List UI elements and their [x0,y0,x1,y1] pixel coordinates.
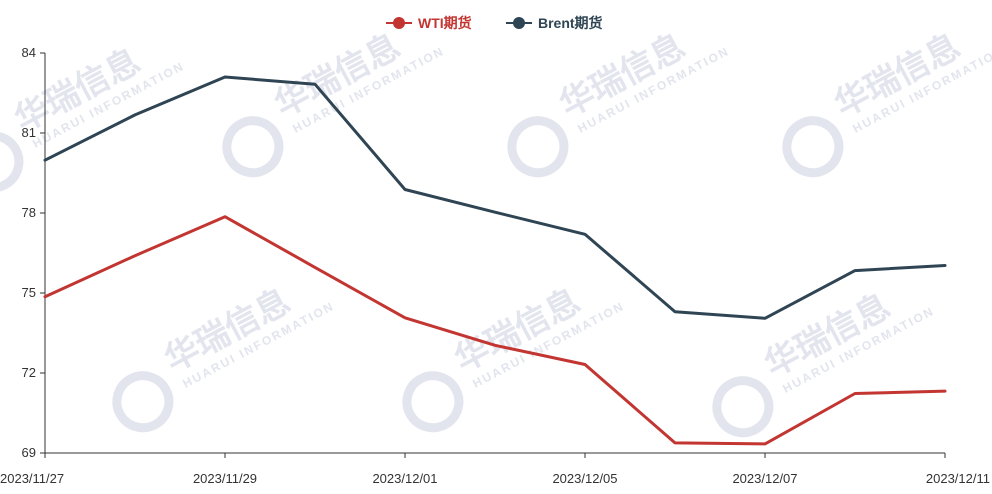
x-tick-label: 2023/11/29 [193,471,257,486]
series-layer [43,75,947,446]
watermark-logo-icon [782,116,844,178]
watermark-logo-icon [402,371,464,433]
y-axis: 69 72 75 78 81 84 [22,45,46,460]
series-line [43,75,947,320]
x-axis: 2023/11/27 2023/11/29 2023/12/01 2023/12/05… [0,452,990,486]
watermark-logo-icon [507,116,569,178]
y-tick-label: 84 [22,45,36,60]
y-tick-label: 69 [22,445,36,460]
series-line [43,215,947,446]
legend-label: WTI期货 [418,15,472,31]
x-tick-label: 2023/12/05 [552,471,617,486]
legend-item[interactable]: WTI期货 [386,15,472,31]
legend-dot-icon [393,17,405,29]
legend-item[interactable]: Brent期货 [506,15,603,31]
legend-dot-icon [513,17,525,29]
watermark-logo-icon [112,371,174,433]
watermark-logo-icon [0,131,24,193]
x-tick-label: 2023/12/01 [372,471,437,486]
legend: WTI期货 Brent期货 [386,15,603,31]
watermark-logo-icon [222,116,284,178]
y-tick-label: 75 [22,285,36,300]
x-tick-label: 2023/12/07 [732,471,797,486]
watermark-logo-icon [712,376,774,438]
y-tick-label: 78 [22,205,36,220]
x-tick-label: 2023/12/11 [926,471,990,486]
y-tick-label: 72 [22,365,36,380]
y-tick-label: 81 [22,125,36,140]
legend-label: Brent期货 [538,15,603,31]
x-tick-label: 2023/11/27 [0,471,64,486]
